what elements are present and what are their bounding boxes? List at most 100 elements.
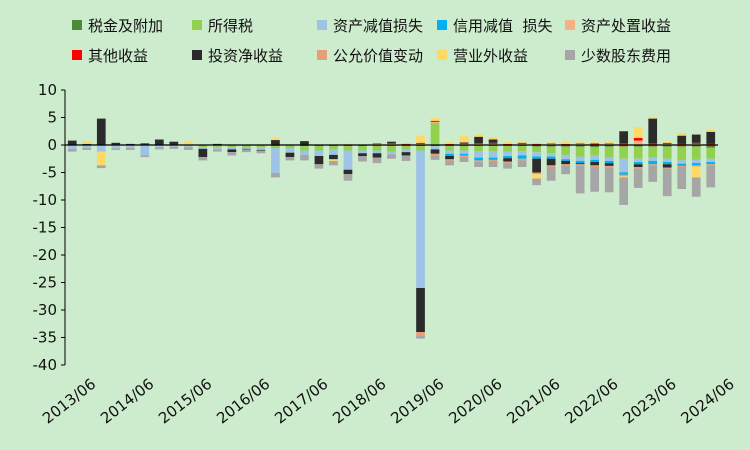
bar-segment — [677, 143, 687, 145]
bar-segment — [648, 157, 658, 161]
bar-segment — [604, 163, 614, 166]
bar-segment — [445, 150, 454, 154]
bar-segment — [706, 162, 716, 165]
bar-segment — [111, 145, 121, 149]
bar-segment — [648, 160, 658, 165]
bar-segment — [242, 145, 251, 148]
legend-item-non-operating: 营业外收益 — [437, 45, 528, 65]
x-tick-label: 2014/06 — [97, 375, 157, 428]
bar-segment — [691, 165, 701, 167]
bar-segment — [300, 154, 309, 161]
bar-segment — [517, 160, 527, 167]
bar-segment — [430, 118, 440, 121]
bar-segment — [271, 173, 280, 178]
x-tick-label: 2018/06 — [329, 375, 389, 428]
bar-segment — [662, 168, 672, 197]
bar-segment — [285, 152, 295, 158]
bar-segment — [503, 142, 512, 144]
bar-segment — [82, 143, 92, 145]
bar-segment — [474, 136, 483, 144]
bar-segment — [575, 143, 585, 144]
bar-segment — [401, 155, 411, 161]
bar-segment — [633, 137, 643, 141]
bar-segment — [358, 146, 367, 151]
bar-segment — [546, 145, 556, 147]
bar-segment — [488, 137, 498, 140]
bar-segment — [474, 143, 483, 144]
bar-segment — [662, 145, 672, 147]
bar-segment — [459, 142, 469, 143]
bar-segment — [285, 145, 295, 149]
bar-segment — [633, 140, 643, 145]
bar-segment — [300, 146, 309, 151]
bar-segment — [619, 177, 629, 205]
bar-segment — [488, 139, 498, 143]
bar-segment — [343, 150, 353, 170]
bar-segment — [706, 131, 716, 144]
legend-swatch — [437, 20, 447, 30]
bar-segment — [67, 148, 77, 152]
legend-swatch — [317, 50, 327, 60]
bar-segment — [227, 152, 237, 156]
bar-segment — [706, 147, 716, 159]
bar-segment — [633, 164, 643, 167]
bar-segment — [488, 142, 498, 144]
bar-segment — [198, 145, 208, 148]
bar-segment — [387, 143, 396, 144]
bar-segment — [561, 141, 570, 144]
bar-segment — [401, 149, 411, 153]
bar-segment — [67, 140, 77, 145]
bar-segment — [590, 143, 600, 145]
bar-segment — [387, 151, 396, 155]
bar-segment — [314, 156, 324, 165]
bar-segment — [619, 172, 629, 175]
legend-swatch — [192, 20, 202, 30]
bar-segment — [227, 147, 237, 150]
bar-segment — [401, 152, 411, 156]
legend-swatch — [317, 20, 327, 30]
bar-segment — [575, 156, 585, 161]
bar-segment — [111, 148, 121, 150]
bar-segment — [271, 148, 280, 174]
bar-segment — [590, 145, 600, 148]
bar-segment — [561, 145, 570, 147]
bar-segment — [677, 160, 687, 164]
bar-segment — [416, 146, 425, 151]
y-tick-label: 10 — [38, 81, 57, 99]
bar-segment — [706, 143, 716, 145]
bar-segment — [256, 149, 266, 151]
legend-label: 营业外收益 — [453, 46, 529, 65]
bar-segment — [677, 167, 687, 189]
bar-segment — [604, 157, 614, 161]
y-tick-label: -20 — [33, 246, 58, 264]
bar-segment — [503, 158, 512, 162]
y-tick-label: -10 — [33, 191, 58, 209]
bar-segment — [125, 145, 135, 148]
y-tick-label: 0 — [47, 136, 57, 154]
bar-segment — [314, 146, 324, 151]
bar-segment — [517, 158, 527, 161]
legend-item-tax: 税金及附加 — [72, 15, 163, 35]
bar-segment — [459, 155, 469, 158]
bar-segment — [706, 129, 716, 132]
bar-segment — [227, 149, 237, 153]
bar-segment — [691, 142, 701, 144]
bar-segment — [256, 150, 266, 154]
legend-swatch — [192, 50, 202, 60]
bar-segment — [648, 165, 658, 182]
bar-segment — [314, 150, 324, 156]
bar-segment — [503, 143, 512, 145]
y-tick-label: -40 — [33, 356, 58, 374]
legend-swatch — [565, 50, 575, 60]
bar-segment — [604, 165, 614, 168]
bar-segment — [329, 159, 338, 161]
x-tick-label: 2015/06 — [155, 375, 215, 428]
bar-segment — [140, 145, 150, 156]
bar-segment — [604, 141, 614, 144]
legend-item-other-income: 其他收益 — [72, 45, 148, 65]
bar-segment — [198, 157, 208, 161]
bar-segment — [633, 162, 643, 165]
bar-segment — [343, 146, 353, 151]
bar-segment — [242, 148, 251, 150]
bar-segment — [300, 141, 309, 145]
